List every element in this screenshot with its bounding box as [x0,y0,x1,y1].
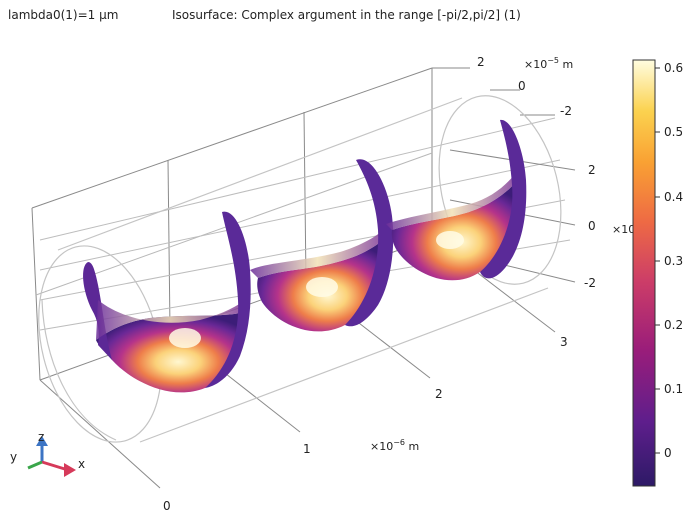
z-tick-0: 0 [588,219,596,233]
plot-title: Isosurface: Complex argument in the rang… [172,8,521,22]
x-tick-0: 0 [163,499,171,512]
x-tick-2: 2 [435,387,443,401]
isosurface-helix [83,119,527,393]
z-tick-2: 2 [588,163,596,177]
z-tick-minus2: -2 [584,276,596,290]
colorbar-tick: 0.2 [664,318,683,332]
parameter-label: lambda0(1)=1 µm [8,8,119,22]
x-arrow-icon [64,463,76,477]
colorbar-tick: 0 [664,446,672,460]
x-axis-unit: ×10−6 m [370,438,419,453]
colorbar-tick: 0.6 [664,61,683,75]
colorbar-tick: 0.3 [664,254,683,268]
x-tick-1: 1 [303,442,311,456]
axis-triad: z x y [10,430,85,477]
x-tick-3: 3 [560,335,568,349]
y-axis-unit: ×10−5 m [524,56,573,71]
colorbar-tick: 0.4 [664,190,683,204]
triad-z-label: z [38,430,44,444]
z-arrow-icon [36,436,48,446]
colorbar-tick: 0.5 [664,125,683,139]
waveguide-front-arc [41,299,117,441]
y-tick-minus2: -2 [560,104,572,118]
triad-y-label: y [10,450,17,464]
y-tick-0: 0 [518,79,526,93]
triad-x-label: x [78,457,85,471]
y-tick-2: 2 [477,55,485,69]
colorbar: 0.6 0.5 0.4 0.3 0.2 0.1 0 [632,59,683,487]
colorbar-tick: 0.1 [664,382,683,396]
